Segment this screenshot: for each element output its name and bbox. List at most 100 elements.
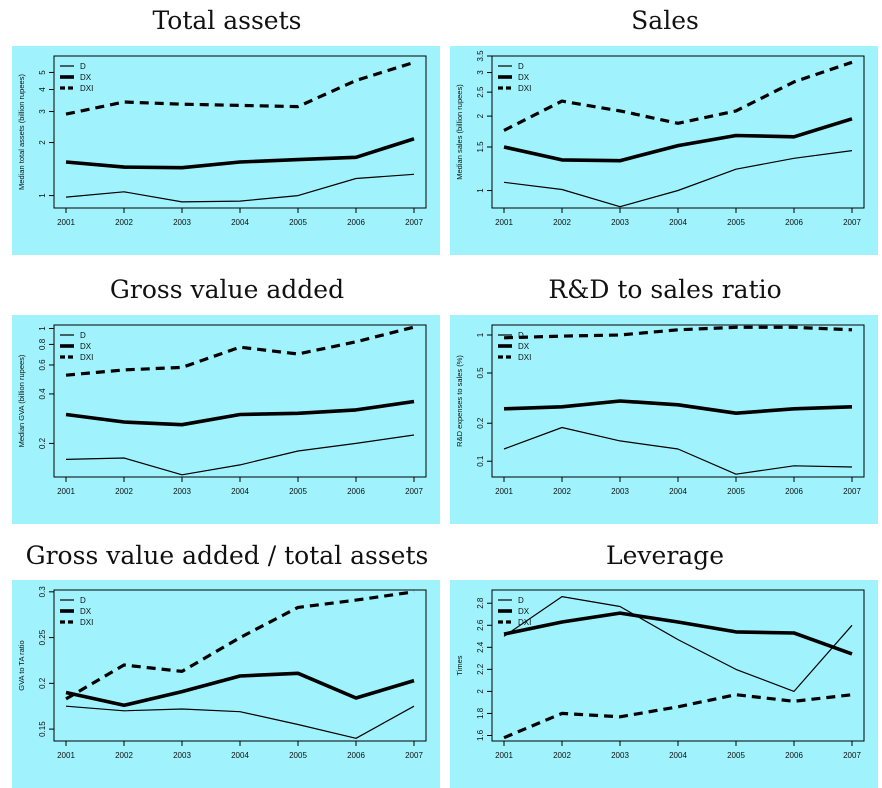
panel-title-total-assets: Total assets	[152, 6, 302, 35]
y-tick-label: 0.15	[38, 721, 47, 737]
y-tick-label: 3	[476, 70, 485, 75]
x-tick-label: 2002	[115, 751, 133, 760]
series-line-d	[503, 596, 853, 693]
x-tick-label: 2007	[843, 218, 861, 227]
y-tick-label: 1	[38, 193, 47, 198]
chart-sales: 2001 2002 2003 2004 2005 2006 2007 1 1.5 2 2.5 3 3.5…	[450, 46, 878, 255]
x-tick-label: 2005	[289, 487, 307, 496]
x-tick-label: 2003	[611, 751, 629, 760]
x-tick-label: 2001	[57, 487, 75, 496]
series-line-d	[65, 173, 415, 203]
y-tick-label: 4	[38, 87, 47, 92]
y-tick-label: 2.6	[476, 619, 485, 631]
y-tick-label: 3	[38, 109, 47, 114]
x-tick-label: 2006	[347, 218, 365, 227]
series-line-d	[503, 426, 853, 475]
chart-gross-value-added: 2001 2002 2003 2004 2005 2006 2007 0.2 0.4 0.6 0.8…	[12, 315, 440, 524]
legend-label-dx: DX	[80, 342, 92, 351]
series-line-dxi	[503, 693, 853, 740]
series-line-dxi	[503, 325, 853, 340]
legend-label-d: D	[80, 62, 86, 71]
x-tick-label: 2005	[289, 218, 307, 227]
x-tick-label: 2005	[289, 751, 307, 760]
x-tick-label: 2001	[495, 218, 513, 227]
y-tick-label: 1.8	[476, 707, 485, 719]
x-tick-label: 2004	[669, 487, 687, 496]
y-tick-label: 3.5	[476, 50, 485, 62]
x-tick-label: 2002	[553, 218, 571, 227]
series-line-dx	[503, 117, 853, 163]
legend-label-dxi: DXI	[518, 618, 531, 627]
y-axis-label: R&D expenses to sales (%)	[455, 355, 464, 447]
legend-label-dxi: DXI	[518, 353, 531, 362]
x-tick-label: 2007	[405, 487, 423, 496]
y-tick-label: 2	[38, 140, 47, 145]
series-line-dx	[65, 671, 415, 708]
y-tick-label: 1.5	[476, 141, 485, 153]
series-line-dx	[503, 611, 853, 656]
y-tick-label: 2.2	[476, 663, 485, 675]
y-tick-label: 0.2	[476, 417, 485, 429]
y-tick-label: 0.6	[38, 359, 47, 371]
legend-label-d: D	[518, 331, 524, 340]
legend-label-dxi: DXI	[80, 618, 93, 627]
legend-label-dx: DX	[518, 342, 530, 351]
series-line-dx	[65, 399, 415, 427]
chart-rd-to-sales-ratio: 2001 2002 2003 2004 2005 2006 2007 0.1 0.2 0.5 1 R&…	[450, 315, 878, 524]
panel-title-rd-to-sales-ratio: R&D to sales ratio	[548, 275, 782, 304]
y-tick-label: 2.4	[476, 641, 485, 653]
x-tick-label: 2003	[173, 487, 191, 496]
x-tick-label: 2002	[115, 218, 133, 227]
legend-label-dxi: DXI	[80, 353, 93, 362]
x-tick-label: 2006	[347, 487, 365, 496]
x-tick-label: 2007	[843, 487, 861, 496]
series-line-d	[503, 150, 853, 208]
legend-label-d: D	[518, 62, 524, 71]
x-tick-label: 2006	[347, 751, 365, 760]
y-tick-label: 5	[38, 70, 47, 75]
x-tick-label: 2001	[57, 751, 75, 760]
x-tick-label: 2004	[669, 218, 687, 227]
y-tick-label: 0.1	[476, 455, 485, 467]
y-tick-label: 0.25	[38, 629, 47, 645]
x-tick-label: 2004	[231, 751, 249, 760]
y-tick-label: 0.4	[38, 388, 47, 400]
legend-label-d: D	[80, 596, 86, 605]
x-tick-label: 2002	[115, 487, 133, 496]
x-tick-label: 2003	[173, 751, 191, 760]
chart-gva-to-total-assets: 2001 2002 2003 2004 2005 2006 2007 0.15 0.2 0.25 0…	[12, 580, 440, 788]
panel-title-sales: Sales	[631, 6, 699, 35]
y-tick-label: 0.2	[38, 677, 47, 689]
y-axis-label: GVA to TA ratio	[17, 640, 26, 690]
x-tick-label: 2005	[727, 218, 745, 227]
legend-label-dx: DX	[80, 73, 92, 82]
legend-label-dx: DX	[518, 607, 530, 616]
x-tick-label: 2006	[785, 487, 803, 496]
chart-gva-to-total-assets-background	[12, 580, 440, 788]
y-tick-label: 0.8	[38, 338, 47, 350]
legend-label-dxi: DXI	[80, 84, 93, 93]
y-axis-label: Median total assets (billion rupees)	[17, 74, 26, 190]
panel-title-gross-value-added: Gross value added	[109, 275, 345, 304]
y-tick-label: 0.5	[476, 367, 485, 379]
chart-leverage: 2001 2002 2003 2004 2005 2006 2007 1.6 1.8 2 2.2 2.…	[450, 580, 878, 788]
panel-title-gva-to-total-assets: Gross value added / total assets	[25, 541, 429, 570]
y-axis-label: Median sales (billion rupees)	[455, 84, 464, 180]
panel-title-leverage: Leverage	[606, 541, 724, 570]
x-tick-label: 2003	[173, 218, 191, 227]
x-tick-label: 2001	[495, 751, 513, 760]
legend-label-dx: DX	[518, 73, 530, 82]
chart-leverage-background	[450, 580, 878, 788]
y-tick-label: 1	[38, 326, 47, 331]
legend-label-d: D	[518, 596, 524, 605]
x-tick-label: 2001	[495, 487, 513, 496]
chart-gross-value-added-background	[12, 315, 440, 524]
x-tick-label: 2004	[231, 218, 249, 227]
x-tick-label: 2006	[785, 218, 803, 227]
series-line-d	[65, 705, 415, 739]
y-tick-label: 1	[476, 332, 485, 337]
x-tick-label: 2004	[231, 487, 249, 496]
y-axis-label: Median GVA (billion rupees)	[17, 354, 26, 447]
chart-rd-to-sales-ratio-background	[450, 315, 878, 524]
x-tick-label: 2002	[553, 487, 571, 496]
